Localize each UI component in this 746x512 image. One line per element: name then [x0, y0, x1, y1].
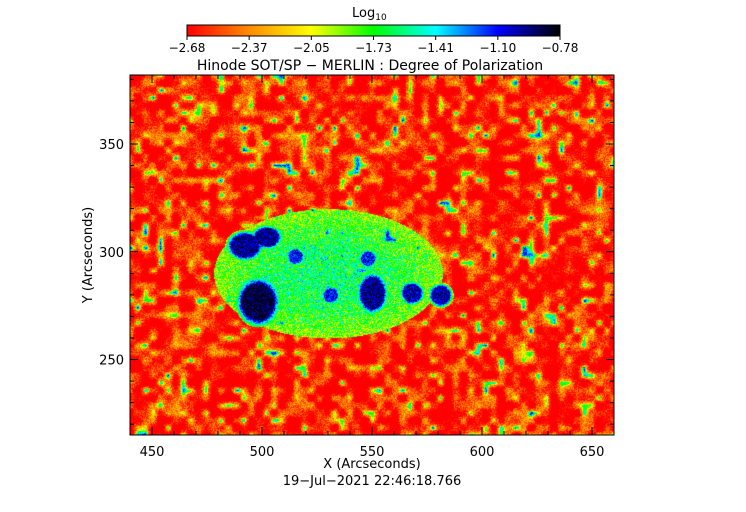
- y-tick-label: 300: [99, 246, 124, 261]
- colorbar-tick-label: −0.78: [542, 41, 579, 55]
- colorbar-ticks: −2.68 −2.37 −2.05 −1.73 −1.41 −1.10 −0.78: [169, 36, 579, 55]
- colorbar-tick-label: −1.73: [355, 41, 392, 55]
- colorbar-tick-label: −1.41: [417, 41, 454, 55]
- x-axis: 450 500 550 600 650: [129, 75, 615, 460]
- x-tick-label: 650: [580, 445, 605, 460]
- colorbar-tick-label: −1.10: [479, 41, 516, 55]
- colorbar: Log10 −2.68 −2.37 −2.05 −1.73 −1.41 −1.10 −0.7…: [169, 6, 579, 55]
- x-tick-label: 550: [360, 445, 385, 460]
- x-axis-label: X (Arcseconds): [323, 457, 420, 472]
- colorbar-tick-label: −2.37: [231, 41, 268, 55]
- colorbar-label: Log10: [352, 6, 387, 23]
- x-tick-label: 500: [250, 445, 275, 460]
- colorbar-label-sub: 10: [375, 13, 387, 23]
- timestamp: 19−Jul−2021 22:46:18.766: [283, 474, 462, 489]
- colorbar-tick-label: −2.05: [293, 41, 330, 55]
- colorbar-gradient: [186, 24, 561, 37]
- x-tick-label: 450: [140, 445, 165, 460]
- y-tick-label: 350: [99, 138, 124, 153]
- y-axis: 250 300 350: [99, 78, 614, 425]
- heatmap-canvas: [130, 75, 614, 435]
- chart-title: Hinode SOT/SP − MERLIN : Degree of Polar…: [197, 58, 543, 74]
- colorbar-tick-label: −2.68: [169, 41, 206, 55]
- y-tick-label: 250: [99, 354, 124, 369]
- plot-area: 450 500 550 600 650 250 300 350: [99, 74, 615, 460]
- colorbar-label-main: Log: [352, 6, 375, 21]
- y-axis-label: Y (Arcseconds): [81, 207, 96, 304]
- x-tick-label: 600: [470, 445, 495, 460]
